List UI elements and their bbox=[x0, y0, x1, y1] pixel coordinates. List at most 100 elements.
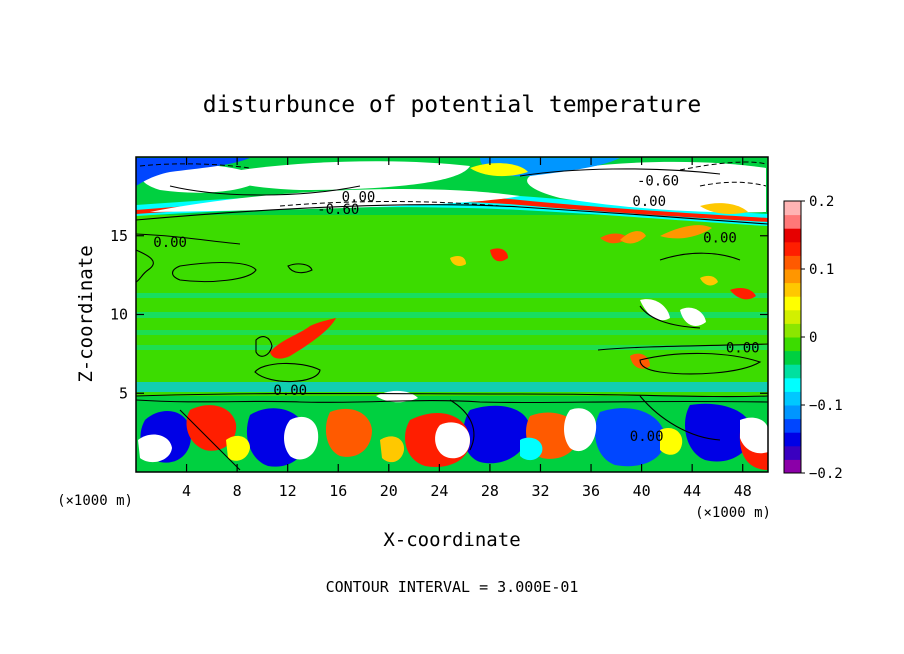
contour-line bbox=[171, 262, 257, 283]
colorbar-segment bbox=[784, 445, 801, 460]
colorbar-segment bbox=[784, 459, 801, 474]
contour-line bbox=[136, 204, 768, 225]
x-unit-right: (×1000 m) bbox=[695, 505, 771, 521]
lower-white-blob bbox=[564, 408, 597, 452]
field-band bbox=[136, 382, 768, 392]
contour-line bbox=[597, 343, 768, 351]
contour-line bbox=[136, 399, 768, 404]
chart-title: disturbunce of potential temperature bbox=[203, 92, 702, 118]
mid-red-patch bbox=[450, 256, 466, 266]
y-tick-label: 5 bbox=[119, 384, 128, 402]
lower-white-blob bbox=[138, 434, 172, 463]
y-ticks: 5 10 15 bbox=[110, 227, 768, 402]
lower-cyan-blob bbox=[520, 437, 543, 461]
x-tick-label: 48 bbox=[734, 482, 752, 500]
contour-line bbox=[449, 399, 475, 451]
contour-line bbox=[136, 392, 768, 398]
x-tick-label: 8 bbox=[233, 482, 242, 500]
colorbar-segment bbox=[784, 364, 801, 379]
contour-line bbox=[699, 181, 767, 187]
contour-line bbox=[639, 305, 701, 329]
colorbar-tick-label: 0.2 bbox=[809, 194, 834, 210]
contour-line bbox=[254, 362, 321, 383]
contour-label: 0.00 bbox=[632, 194, 666, 210]
mid-red-patch bbox=[700, 275, 718, 286]
colorbar-segment bbox=[784, 228, 801, 243]
contour-label: 0.00 bbox=[273, 383, 307, 399]
field-band bbox=[136, 312, 768, 318]
contour-label: -0.60 bbox=[637, 174, 679, 190]
x-tick-label: 24 bbox=[430, 482, 448, 500]
colorbar-segment bbox=[784, 309, 801, 324]
colorbar-tick-label: 0 bbox=[809, 330, 817, 346]
contour-line bbox=[169, 185, 361, 196]
colorbar-tick-label: −0.2 bbox=[809, 466, 843, 482]
contour-line bbox=[659, 252, 741, 261]
colorbar-segment bbox=[784, 296, 801, 311]
colorbar-segment bbox=[784, 255, 801, 270]
contour-line bbox=[279, 201, 501, 207]
contour-lines bbox=[136, 168, 768, 471]
field-band bbox=[136, 330, 768, 335]
colorbar-segment bbox=[784, 391, 801, 406]
lower-blue-blob bbox=[595, 408, 666, 467]
x-tick-label: 20 bbox=[380, 482, 398, 500]
contour-label: 0.00 bbox=[726, 341, 760, 357]
colorbar-segment bbox=[784, 337, 801, 352]
upper-yellow-blob bbox=[470, 163, 528, 177]
upper-white-blob bbox=[527, 161, 766, 213]
dashed-contours bbox=[139, 161, 767, 207]
contour-labels: -0.600.00-0.600.000.00 0.000.000.000.00 bbox=[153, 174, 759, 445]
contour-interval-note: CONTOUR INTERVAL = 3.000E-01 bbox=[326, 578, 579, 596]
x-tick-label: 32 bbox=[531, 482, 549, 500]
x-tick-label: 12 bbox=[279, 482, 297, 500]
lower-yellow-blob bbox=[660, 427, 683, 455]
upper-yellow-blob bbox=[700, 203, 748, 214]
colorbar-segment bbox=[784, 282, 801, 297]
colorbar-segment bbox=[784, 418, 801, 433]
contour-line bbox=[136, 249, 154, 283]
colorbar-segment bbox=[784, 269, 801, 284]
plot-area bbox=[136, 157, 768, 472]
y-tick-label: 15 bbox=[110, 227, 128, 245]
colorbar-segment bbox=[784, 432, 801, 447]
contour-label: 0.00 bbox=[630, 429, 664, 445]
colorbar-segment bbox=[784, 323, 801, 338]
x-tick-label: 4 bbox=[182, 482, 191, 500]
colorbar-segment bbox=[784, 201, 801, 216]
x-axis-label: X-coordinate bbox=[383, 529, 520, 551]
mid-red-patch bbox=[600, 233, 628, 244]
upper-white-lens bbox=[150, 189, 520, 212]
lower-blue-blob bbox=[463, 405, 530, 464]
x-tick-label: 28 bbox=[481, 482, 499, 500]
x-tick-label: 40 bbox=[633, 482, 651, 500]
contour-line bbox=[255, 336, 273, 357]
mid-red-patch bbox=[490, 248, 508, 262]
lower-white-blob bbox=[740, 417, 768, 454]
contour-label: 0.00 bbox=[342, 189, 376, 205]
y-axis-label: Z-coordinate bbox=[75, 245, 97, 382]
mid-red-patch bbox=[730, 288, 756, 300]
lower-red-blob bbox=[186, 405, 237, 451]
colorbar-tick-label: 0.1 bbox=[809, 262, 834, 278]
colorbar-segment bbox=[784, 405, 801, 420]
lower-white-blob bbox=[284, 416, 319, 460]
x-unit-left: (×1000 m) bbox=[57, 493, 133, 509]
colorbar bbox=[783, 200, 802, 474]
colorbar-ticks: 0.2 0.1 0 −0.1 −0.2 bbox=[801, 194, 843, 482]
contour-label: 0.00 bbox=[703, 230, 737, 246]
field-band bbox=[136, 293, 768, 298]
y-tick-label: 10 bbox=[110, 306, 128, 324]
contour-label: -0.60 bbox=[317, 202, 359, 218]
contour-label: 0.00 bbox=[153, 235, 187, 251]
contour-line bbox=[139, 163, 251, 169]
contour-line bbox=[179, 409, 241, 471]
colorbar-segment bbox=[784, 350, 801, 365]
lower-red-blob bbox=[325, 408, 372, 457]
lower-yellow-blob bbox=[380, 436, 405, 463]
mid-red-patch bbox=[270, 318, 336, 359]
x-tick-label: 36 bbox=[582, 482, 600, 500]
contour-line bbox=[287, 263, 313, 274]
colorbar-segment bbox=[784, 377, 801, 392]
